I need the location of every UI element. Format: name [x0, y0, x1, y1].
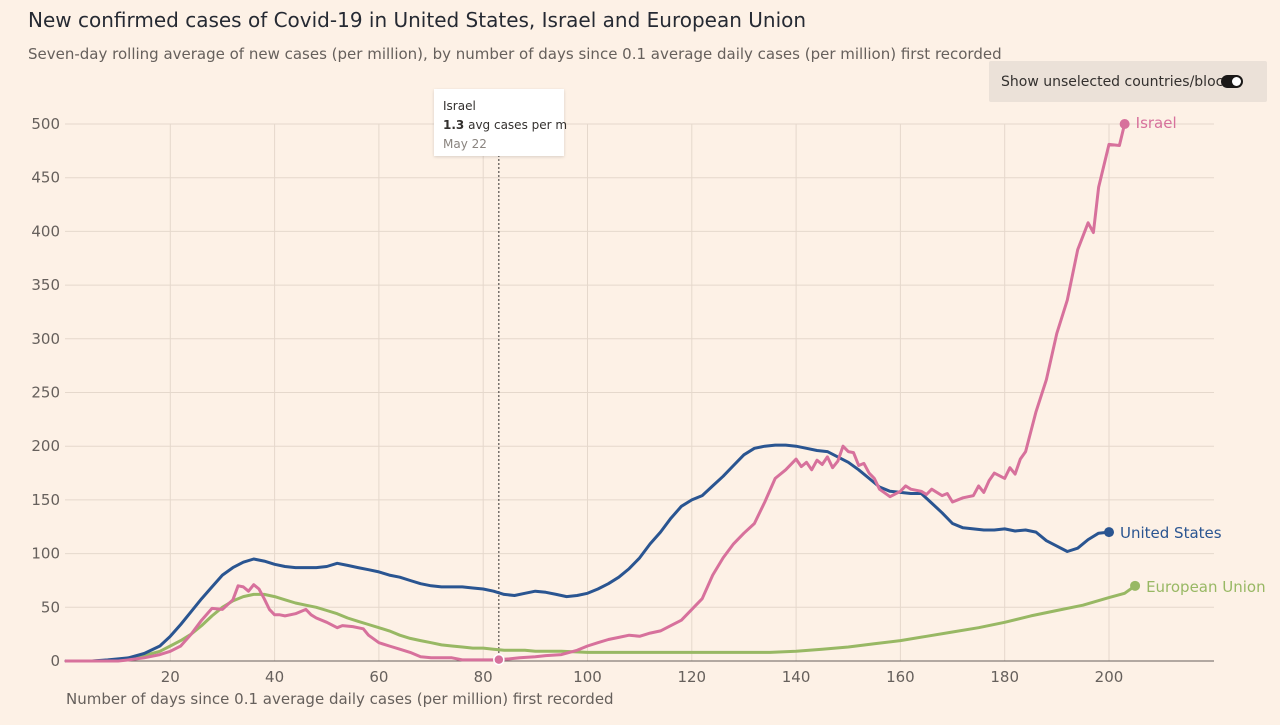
y-tick-label: 300: [31, 330, 60, 348]
x-tick-label: 160: [886, 668, 915, 686]
y-tick-label: 50: [41, 598, 60, 616]
x-tick-label: 180: [990, 668, 1019, 686]
x-tick-label: 40: [265, 668, 284, 686]
x-tick-label: 120: [677, 668, 706, 686]
x-tick-label: 100: [573, 668, 602, 686]
show-unselected-toggle[interactable]: Show unselected countries/blocs: [989, 61, 1267, 102]
tooltip: Israel 1.3 avg cases per m May 22: [434, 89, 567, 156]
tooltip-value-line: 1.3 avg cases per m: [443, 116, 567, 135]
y-tick-label: 150: [31, 491, 60, 509]
x-tick-label: 80: [474, 668, 493, 686]
chart-title: New confirmed cases of Covid-19 in Unite…: [28, 8, 807, 32]
x-tick-label: 140: [782, 668, 811, 686]
hover-point-israel: [493, 653, 505, 666]
y-tick-label: 450: [31, 169, 60, 187]
series-line-european-union[interactable]: [64, 584, 1137, 663]
y-tick-label: 400: [31, 222, 60, 240]
chart-subtitle: Seven-day rolling average of new cases (…: [28, 45, 1002, 63]
endpoint-european-union: [1130, 580, 1141, 591]
y-tick-label: 350: [31, 276, 60, 294]
x-tick-label: 60: [369, 668, 388, 686]
y-tick-label: 200: [31, 437, 60, 455]
tooltip-unit: avg cases per m: [468, 118, 568, 132]
x-axis-label: Number of days since 0.1 average daily c…: [66, 690, 614, 708]
toggle-knob: [1232, 77, 1241, 86]
toggle-label: Show unselected countries/blocs: [1001, 73, 1231, 90]
y-tick-label: 100: [31, 545, 60, 563]
toggle-switch-icon[interactable]: [1221, 75, 1243, 88]
series-label-european-union: European Union: [1146, 578, 1266, 596]
series-line-israel[interactable]: [64, 122, 1127, 663]
endpoint-united-states: [1104, 527, 1114, 538]
series-label-israel: Israel: [1136, 114, 1177, 132]
series-line-united-states[interactable]: [64, 443, 1111, 663]
y-tick-label: 250: [31, 384, 60, 402]
tooltip-country: Israel: [443, 99, 476, 113]
series-label-united-states: United States: [1120, 524, 1222, 542]
endpoint-israel: [1119, 119, 1130, 129]
x-tick-label: 200: [1095, 668, 1124, 686]
x-tick-label: 20: [161, 668, 180, 686]
tooltip-date: May 22: [443, 137, 487, 151]
y-tick-label: 0: [50, 652, 60, 670]
tooltip-value: 1.3: [443, 118, 465, 132]
y-tick-label: 500: [31, 115, 60, 133]
